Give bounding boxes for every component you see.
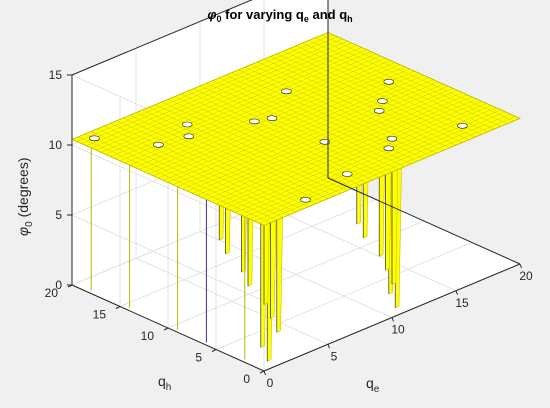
surface-mesh-line: [283, 50, 476, 138]
surface-mesh-line: [321, 34, 514, 122]
x-tick-mark: [263, 370, 266, 376]
surface-mesh-line: [251, 64, 444, 151]
surface-dip-opening: [181, 121, 193, 128]
axis-line: [71, 0, 253, 76]
surface-mesh-line: [91, 40, 348, 149]
y-tick-label: 10: [141, 329, 155, 343]
y-tick-mark: [163, 327, 169, 331]
surface-dip-opening: [281, 88, 292, 95]
surface-mesh-line: [270, 56, 463, 143]
surface-mesh-line: [206, 83, 399, 170]
y-tick-mark: [259, 370, 265, 374]
surface-mesh-line: [302, 42, 495, 130]
surface-mesh-line: [134, 60, 391, 168]
surface-dip-opening: [457, 123, 468, 129]
surface-dip-opening: [373, 108, 385, 114]
surface-mesh-line: [327, 32, 521, 119]
x-tick-label: 15: [455, 296, 469, 310]
x-tick-mark: [519, 263, 522, 269]
surface-dip-opening: [183, 133, 195, 140]
surface-mesh-line: [263, 58, 457, 146]
z-tick-label: 5: [55, 208, 62, 222]
surface-mesh-line: [153, 68, 410, 177]
surface-mesh-line: [100, 45, 357, 153]
surface-dip-opening: [383, 145, 395, 152]
surface-mesh-line: [129, 58, 386, 166]
surface-dip-opening: [249, 118, 260, 125]
x-tick-mark: [391, 317, 394, 322]
z-axis-label: φ0 (degrees): [15, 157, 35, 236]
surface-mesh-line: [115, 51, 372, 159]
surface-mesh-line: [257, 61, 450, 148]
surface-mesh-line: [315, 37, 508, 124]
surface-mesh-line: [158, 70, 415, 179]
grid-line: [71, 214, 265, 302]
z-tick-label: 15: [49, 68, 63, 82]
surface-mesh-line: [139, 62, 396, 170]
y-axis-label: qh: [158, 373, 171, 393]
axis-line: [327, 177, 521, 265]
surface-mesh-line: [110, 49, 367, 157]
chart-title: φ0 for varying qe and qh: [207, 7, 352, 24]
surface-mesh-line: [71, 32, 329, 140]
grid-line: [71, 144, 265, 232]
surface-dip-opening: [386, 135, 398, 142]
surface-mesh-line: [308, 40, 501, 127]
surface-mesh-line: [276, 53, 469, 140]
grid-line: [263, 204, 457, 292]
surface-mesh-line: [163, 73, 420, 181]
x-tick-label: 0: [267, 376, 274, 390]
surface-dip-opening: [341, 171, 353, 177]
y-tick-label: 20: [45, 286, 59, 300]
data-surface: [70, 31, 522, 362]
surface-mesh-line: [95, 42, 353, 151]
surface-dip-opening: [319, 139, 331, 145]
y-tick-label: 15: [93, 308, 107, 322]
z-tick-label: 10: [49, 138, 63, 152]
x-tick-label: 20: [519, 269, 533, 283]
surface-dip-opening: [266, 115, 278, 121]
surface-mesh-line: [244, 67, 437, 154]
surface-dip-opening: [377, 98, 388, 104]
surface-mesh-line: [289, 48, 482, 135]
surface-mesh-line: [212, 80, 405, 167]
surface-dip-opening: [300, 196, 311, 203]
surface-mesh-line: [219, 77, 412, 165]
y-tick-mark: [115, 306, 121, 309]
surface-mesh-line: [124, 55, 381, 164]
x-tick-label: 10: [391, 323, 405, 337]
x-axis-label: qe: [366, 375, 380, 395]
surface-dip-opening: [153, 142, 164, 148]
y-tick-label: 0: [243, 372, 250, 386]
surface-mesh-line: [105, 47, 362, 155]
axis-lines: [71, 0, 521, 372]
surface-dip-opening: [89, 135, 100, 142]
y-tick-mark: [211, 349, 217, 352]
x-tick-label: 5: [331, 349, 338, 363]
surface-mesh-line: [148, 66, 405, 174]
x-tick-mark: [455, 290, 458, 295]
surface-mesh-line: [167, 75, 425, 183]
surface-mesh-line: [238, 69, 431, 157]
y-tick-label: 5: [195, 351, 202, 365]
surface-dip-opening: [383, 79, 395, 85]
z-tick-label: 0: [55, 278, 62, 292]
surface-mesh-line: [86, 38, 343, 147]
x-tick-mark: [327, 344, 330, 349]
surface-mesh-line: [76, 34, 333, 142]
surface-mesh-line: [81, 36, 338, 144]
